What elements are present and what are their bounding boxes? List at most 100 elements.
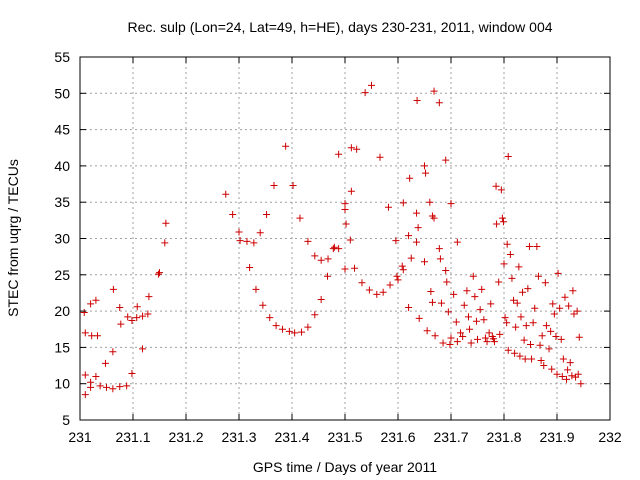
data-point bbox=[324, 255, 332, 263]
data-point bbox=[414, 224, 422, 232]
data-point bbox=[496, 330, 504, 338]
x-axis-label: GPS time / Days of year 2011 bbox=[253, 459, 437, 475]
data-point bbox=[436, 255, 444, 263]
data-point bbox=[229, 211, 237, 219]
data-point bbox=[278, 325, 286, 333]
data-point bbox=[145, 293, 153, 301]
data-point bbox=[103, 383, 110, 391]
data-point bbox=[537, 356, 545, 364]
data-point bbox=[296, 214, 304, 222]
data-point bbox=[407, 254, 415, 262]
data-point bbox=[361, 89, 369, 97]
data-point bbox=[450, 290, 458, 298]
data-points bbox=[80, 81, 585, 399]
x-tick-label: 231.1 bbox=[115, 429, 150, 445]
data-point bbox=[570, 310, 578, 318]
data-point bbox=[392, 237, 400, 245]
data-point bbox=[489, 335, 497, 343]
x-tick-label: 231.3 bbox=[221, 429, 256, 445]
data-point bbox=[474, 335, 481, 343]
data-point bbox=[540, 362, 548, 370]
x-tick-label: 231.4 bbox=[274, 429, 309, 445]
y-tick-label: 45 bbox=[54, 122, 70, 138]
data-point bbox=[552, 333, 560, 341]
data-point bbox=[459, 333, 467, 341]
data-point bbox=[435, 245, 443, 253]
data-point bbox=[492, 182, 500, 190]
data-point bbox=[569, 287, 577, 295]
data-point bbox=[529, 319, 537, 327]
data-point bbox=[517, 313, 525, 321]
data-point bbox=[565, 302, 573, 310]
data-point bbox=[330, 243, 338, 251]
data-point bbox=[464, 313, 472, 321]
data-point bbox=[347, 144, 355, 152]
data-point bbox=[81, 391, 89, 399]
data-point bbox=[415, 314, 423, 322]
data-point bbox=[549, 300, 557, 308]
data-point bbox=[421, 258, 428, 266]
data-point bbox=[437, 299, 445, 307]
data-point bbox=[101, 359, 109, 367]
data-point bbox=[304, 237, 312, 245]
data-point bbox=[285, 327, 293, 335]
data-point bbox=[447, 334, 455, 342]
data-point bbox=[399, 266, 407, 274]
data-point bbox=[568, 372, 576, 380]
data-point bbox=[516, 352, 524, 360]
data-point bbox=[442, 156, 450, 164]
data-point bbox=[109, 348, 117, 356]
data-point bbox=[398, 262, 406, 270]
data-point bbox=[574, 370, 582, 378]
data-point bbox=[384, 203, 392, 211]
data-point bbox=[503, 240, 511, 248]
data-point bbox=[243, 237, 251, 245]
data-point bbox=[317, 295, 325, 303]
data-point bbox=[347, 187, 355, 195]
data-point bbox=[133, 314, 141, 322]
data-point bbox=[536, 341, 544, 349]
data-point bbox=[531, 304, 539, 312]
data-point bbox=[291, 329, 299, 337]
data-point bbox=[430, 87, 438, 95]
data-point bbox=[351, 264, 359, 272]
data-point bbox=[87, 383, 95, 391]
data-point bbox=[548, 365, 556, 373]
data-point bbox=[124, 313, 132, 321]
data-point bbox=[282, 142, 290, 150]
data-point bbox=[471, 293, 479, 301]
data-point bbox=[96, 382, 104, 390]
data-point bbox=[116, 303, 124, 311]
data-point bbox=[405, 303, 413, 311]
data-point bbox=[304, 323, 312, 331]
data-point bbox=[376, 153, 384, 161]
data-point bbox=[435, 99, 443, 107]
data-point bbox=[123, 382, 131, 390]
data-point bbox=[246, 264, 254, 272]
data-point bbox=[501, 314, 509, 322]
data-point bbox=[577, 380, 585, 388]
data-point bbox=[324, 272, 332, 280]
data-point bbox=[117, 320, 125, 328]
x-tick-label: 231 bbox=[68, 429, 92, 445]
data-point bbox=[128, 317, 136, 325]
data-point bbox=[545, 345, 553, 353]
data-point bbox=[534, 272, 542, 280]
data-point bbox=[413, 238, 421, 246]
data-point bbox=[559, 355, 567, 363]
data-point bbox=[431, 332, 439, 340]
x-tick-label: 231.8 bbox=[486, 429, 521, 445]
data-point bbox=[80, 309, 88, 317]
data-point bbox=[513, 299, 521, 307]
data-point bbox=[542, 322, 550, 330]
data-point bbox=[133, 303, 141, 311]
data-point bbox=[453, 238, 461, 246]
x-tick-label: 231.7 bbox=[433, 429, 468, 445]
data-point bbox=[561, 293, 569, 301]
data-point bbox=[556, 304, 564, 312]
data-point bbox=[222, 190, 230, 198]
data-point bbox=[236, 237, 244, 245]
data-point bbox=[520, 336, 528, 344]
data-point bbox=[335, 245, 343, 253]
